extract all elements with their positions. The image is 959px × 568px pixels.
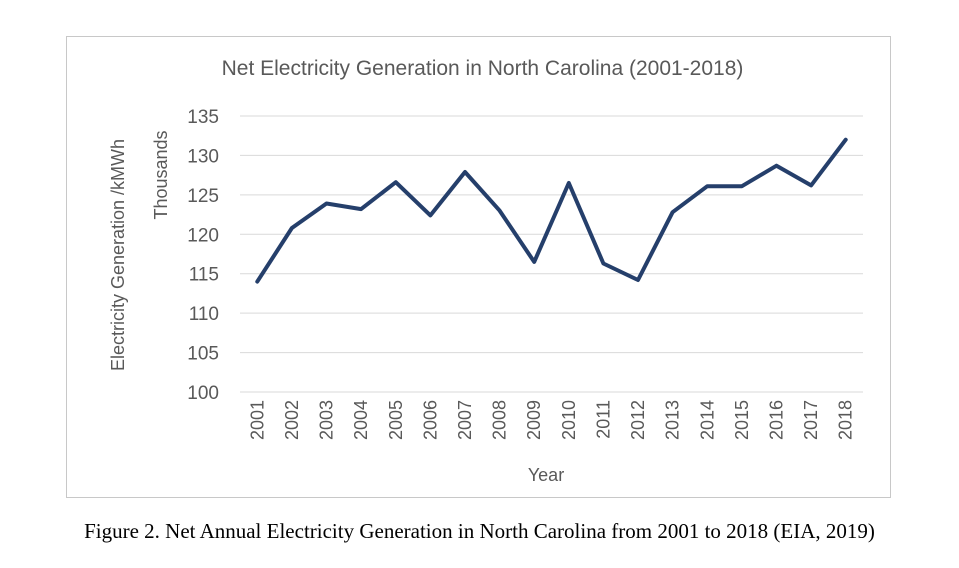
chart-title: Net Electricity Generation in North Caro… (222, 57, 744, 80)
x-tick-label: 2011 (593, 400, 613, 439)
data-point-2007 (463, 170, 467, 174)
data-point-2004 (359, 207, 363, 211)
x-tick-label: 2008 (490, 400, 510, 440)
data-point-2003 (325, 202, 329, 206)
data-point-2017 (809, 183, 813, 187)
x-tick-label: 2016 (766, 400, 786, 440)
data-point-2010 (567, 181, 571, 185)
x-tick-label: 2001 (247, 400, 267, 440)
data-point-2011 (601, 261, 605, 265)
data-point-2005 (394, 180, 398, 184)
y-tick-label: 130 (187, 146, 219, 167)
y-axis-units-label: Thousands (151, 130, 171, 219)
y-axis-title: Electricity Generation /kMWh (108, 139, 128, 371)
data-point-2006 (428, 213, 432, 217)
y-tick-label: 110 (189, 304, 219, 325)
data-point-2015 (740, 184, 744, 188)
data-point-2018 (844, 138, 848, 142)
data-point-2014 (705, 184, 709, 188)
data-point-2009 (532, 260, 536, 264)
data-point-2013 (671, 210, 675, 214)
x-tick-label: 2013 (663, 400, 683, 440)
y-tick-label: 100 (187, 383, 219, 404)
x-tick-label: 2018 (836, 400, 856, 440)
y-tick-label: 105 (187, 344, 219, 365)
x-tick-label: 2004 (351, 400, 371, 440)
x-tick-label: 2010 (559, 400, 579, 440)
chart-frame (66, 36, 891, 498)
y-tick-label: 120 (187, 225, 219, 246)
x-tick-label: 2003 (317, 400, 337, 440)
y-tick-label: 135 (187, 107, 219, 128)
x-tick-label: 2005 (386, 400, 406, 440)
y-tick-label: 115 (189, 265, 219, 286)
x-tick-label: 2007 (455, 400, 475, 440)
series-line (255, 137, 848, 284)
data-point-2016 (774, 164, 778, 168)
x-tick-label: 2014 (697, 400, 717, 440)
x-tick-label: 2002 (282, 400, 302, 440)
x-tick-label: 2009 (524, 400, 544, 440)
x-tick-label: 2006 (420, 400, 440, 440)
x-tick-label: 2015 (732, 400, 752, 440)
x-axis-title: Year (528, 465, 564, 485)
figure-caption: Figure 2. Net Annual Electricity Generat… (84, 519, 875, 543)
x-tick-label: 2012 (628, 400, 648, 440)
data-point-2008 (498, 209, 502, 213)
data-point-2001 (255, 280, 259, 284)
data-point-2012 (636, 278, 640, 282)
data-point-2002 (290, 226, 294, 230)
y-tick-label: 125 (187, 186, 219, 207)
x-tick-label: 2017 (801, 400, 821, 440)
